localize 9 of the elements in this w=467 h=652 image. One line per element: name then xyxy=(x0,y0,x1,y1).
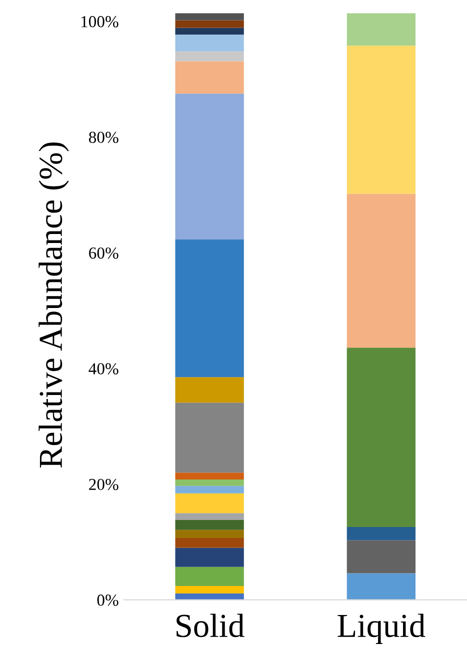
y-tick-label: 40% xyxy=(88,363,118,374)
y-axis-title: Relative Abundance (%) xyxy=(38,142,69,468)
y-tick-label: 100% xyxy=(81,16,118,28)
x-tick-label: Liquid xyxy=(338,614,426,644)
x-tick-label: Solid xyxy=(176,614,244,638)
y-tick-label: 80% xyxy=(88,132,118,144)
y-tick-label: 60% xyxy=(89,247,118,259)
y-tick-label: 0% xyxy=(97,594,118,606)
y-tick-label: 20% xyxy=(89,478,118,490)
